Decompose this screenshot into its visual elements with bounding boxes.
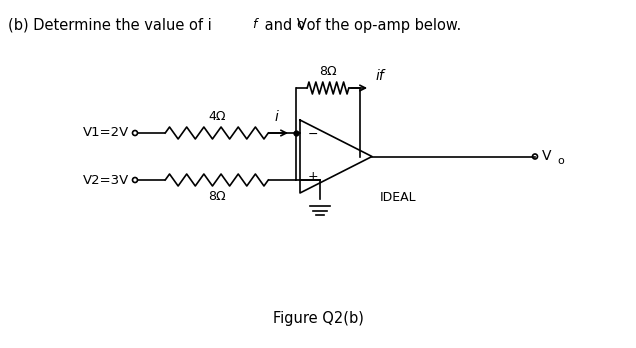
Text: i: i [274,110,278,124]
Text: −: − [308,127,319,141]
Text: o: o [557,156,563,166]
Text: f: f [252,18,256,31]
Text: 8Ω: 8Ω [208,190,226,203]
Text: 4Ω: 4Ω [208,110,226,123]
Text: Figure Q2(b): Figure Q2(b) [273,311,363,326]
Text: V2=3V: V2=3V [83,174,129,187]
Text: V1=2V: V1=2V [83,127,129,140]
Text: 8Ω: 8Ω [319,65,337,78]
Text: and V: and V [260,18,307,33]
Text: V: V [542,150,551,164]
Text: o: o [296,18,303,31]
Text: +: + [308,169,319,182]
Text: if: if [376,69,385,83]
Text: (b) Determine the value of i: (b) Determine the value of i [8,18,212,33]
Text: IDEAL: IDEAL [380,191,417,204]
Text: of the op-amp below.: of the op-amp below. [302,18,461,33]
